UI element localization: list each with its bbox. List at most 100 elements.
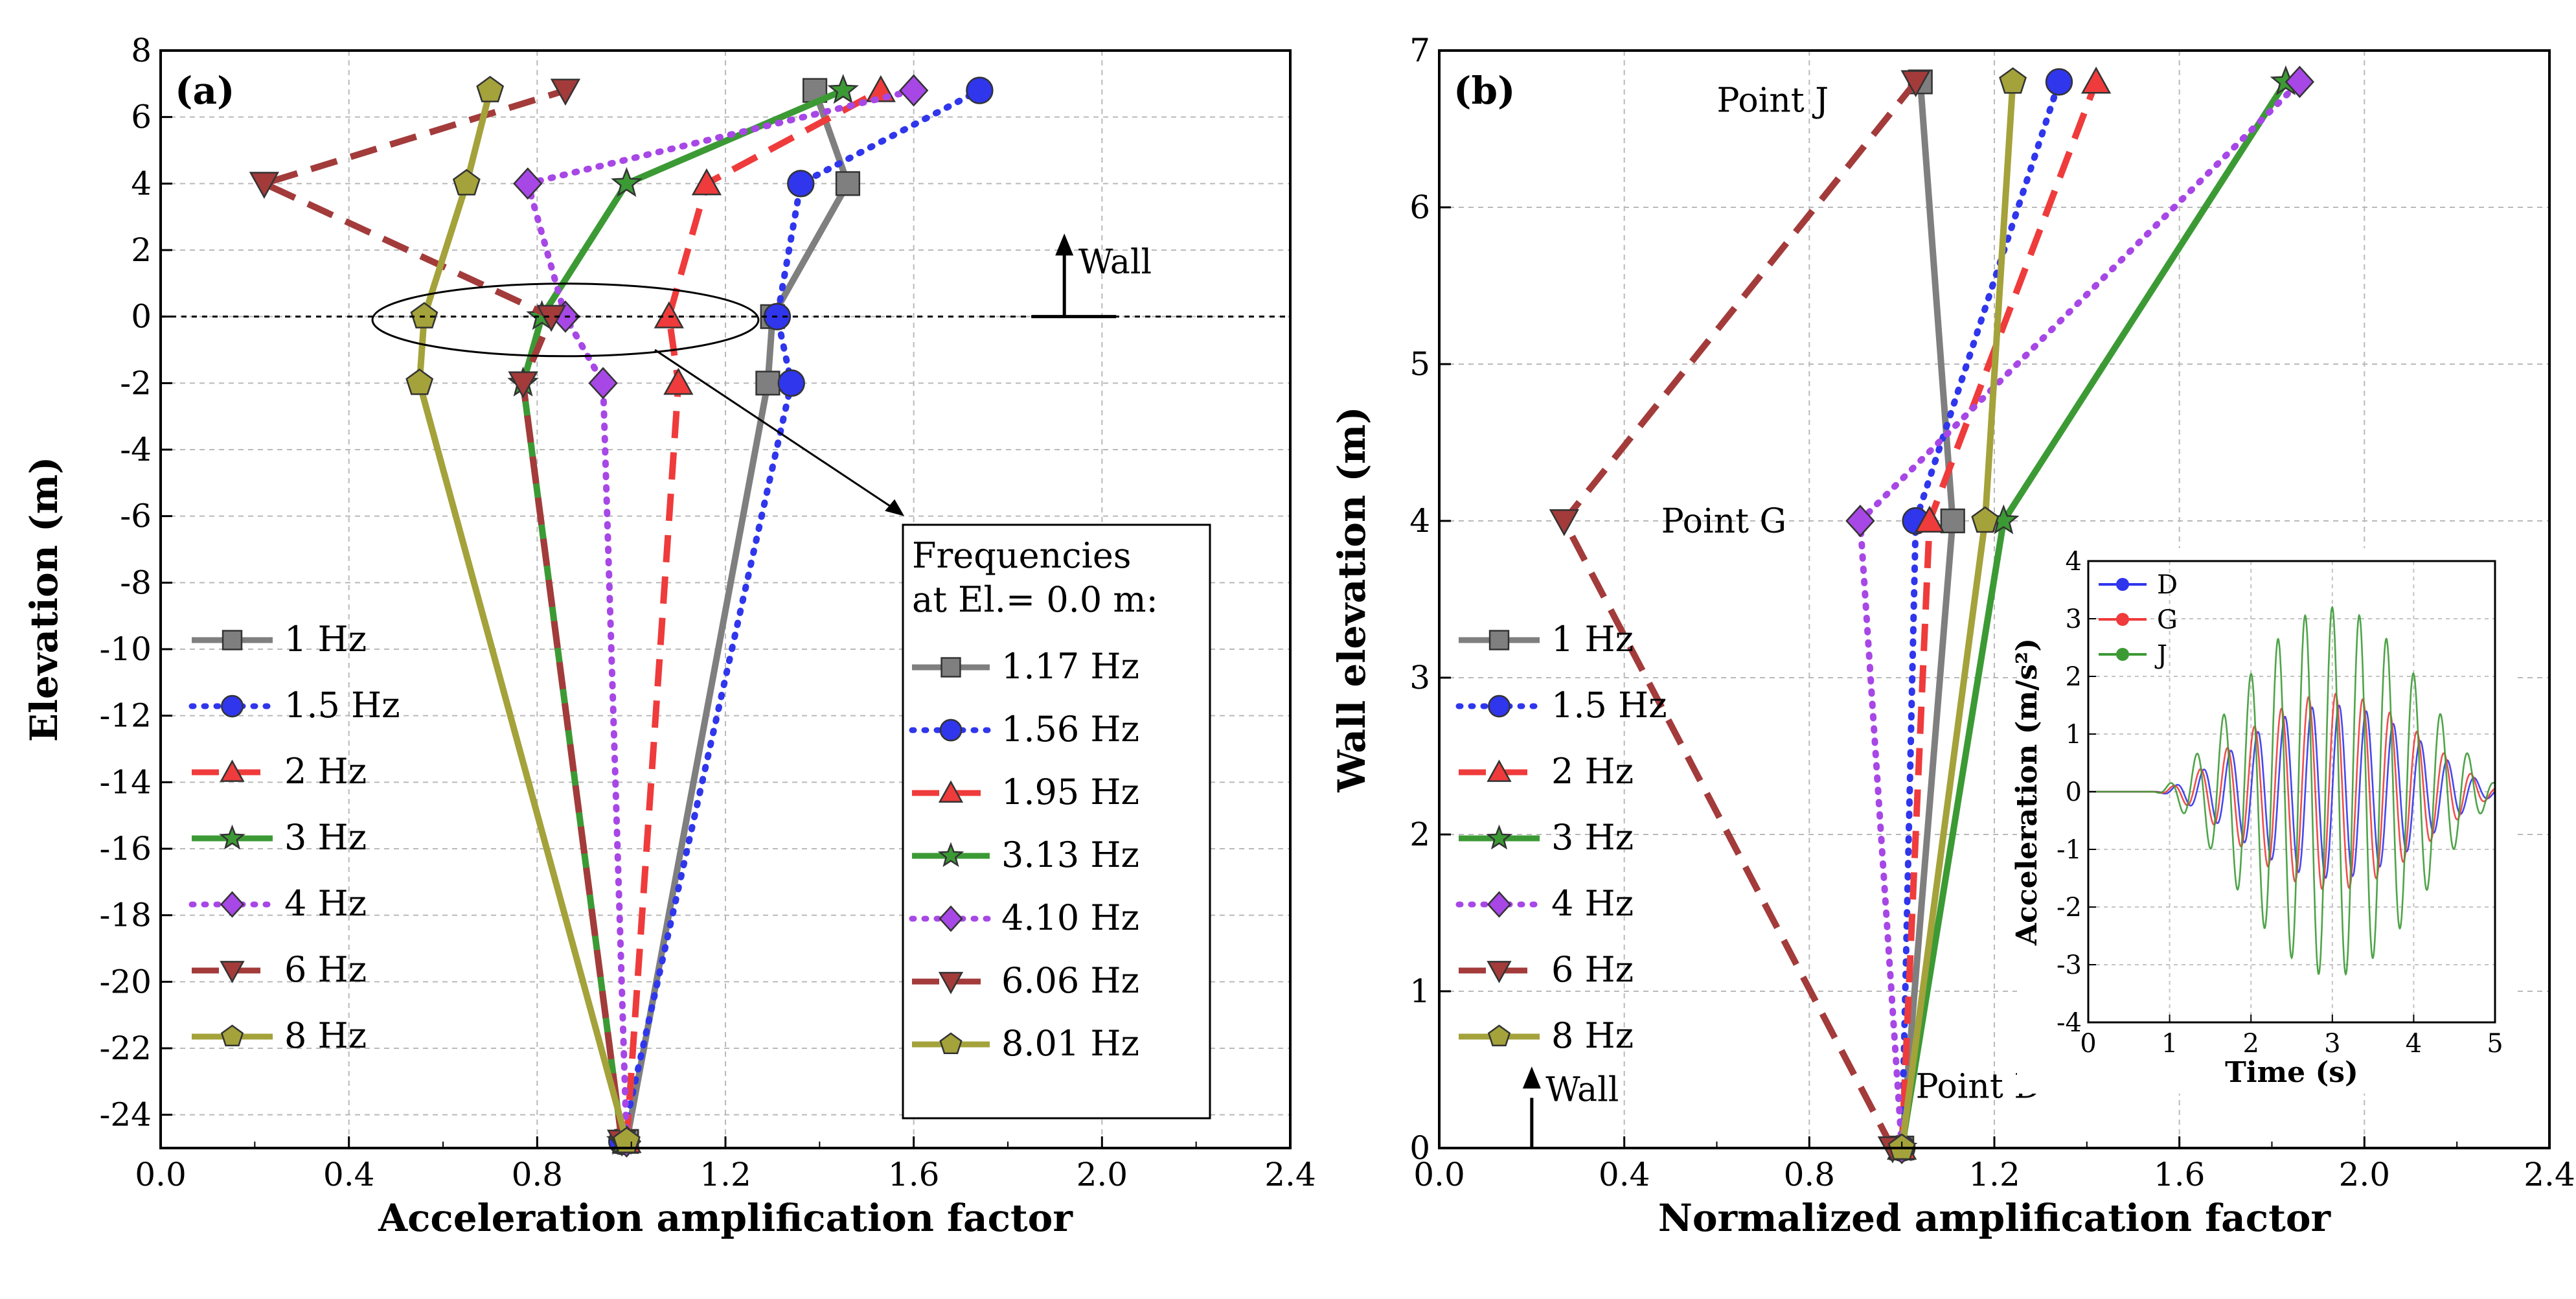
x-tick-label: 0.8 [512,1156,564,1193]
data-point-4-hz [2285,65,2315,98]
frequency-legend-item-3-13-hz-marker [937,842,964,868]
legend-item-1-5-hz-label: 1.5 Hz [1551,685,1667,726]
y-tick-label: 0 [1409,1129,1430,1167]
legend-item-4-hz-marker [1487,891,1512,918]
frequency-legend-item-1-17-hz-label: 1.17 Hz [1001,646,1139,687]
inset-x-tick-label: 2 [2242,1029,2259,1059]
x-tick-label: 1.6 [888,1156,940,1193]
pointer-arrowhead [885,499,905,516]
y-tick-label: 7 [1409,32,1430,69]
inset-legend-item-d: D [2099,570,2178,600]
inset-x-ticks: 0 1 2 3 4 5 [2080,1015,2503,1059]
point-j-label: Point J [1717,81,1829,120]
legend-item-4-hz: 4 Hz [188,883,367,924]
data-point-6-hz [1549,509,1579,536]
legend-item-1-hz: 1 Hz [192,619,367,660]
legend-item-2-hz-label: 2 Hz [284,751,367,792]
data-point-1-5-hz [2045,68,2073,96]
frequency-legend-item-3-13-hz-label: 3.13 Hz [1001,834,1139,875]
legend-item-6-hz: 6 Hz [192,949,367,990]
point-g-label: Point G [1661,502,1786,541]
inset-legend-item-j: J [2099,640,2167,670]
legend-item-2-hz-marker [220,759,245,782]
y-tick-label: -8 [120,564,152,601]
y-tick-label: -10 [99,630,152,668]
y-tick-label: -4 [120,431,152,468]
x-axis-title: Normalized amplification factor [1658,1196,2332,1240]
data-point-6-hz [249,172,279,199]
frequency-legend: Frequencies at El.= 0.0 m: 1.17 Hz 1.56 H… [902,523,1211,1120]
legend-item-3-hz: 3 Hz [192,817,367,858]
data-point-2-hz [654,301,684,328]
inset-legend: DGJ [2099,570,2178,670]
legend-item-1-hz-marker [1488,630,1510,650]
frequency-legend-item-3-13-hz: 3.13 Hz [912,834,1139,875]
highlight-ellipse [371,282,760,358]
x-tick-label: 0.8 [1784,1156,1836,1193]
inset-x-tick-label: 4 [2406,1029,2422,1059]
data-point-6-hz [1900,70,1931,97]
data-point-8-hz [1999,67,2027,94]
data-point-1-hz [835,171,861,196]
legend-item-6-hz-label: 6 Hz [1551,949,1634,990]
data-point-3-hz [611,167,643,197]
y-tick-label: 6 [1409,189,1430,226]
inset-y-tick-label: 2 [2066,662,2082,692]
inset-y-tick-label: 4 [2066,547,2082,577]
frequency-legend-item-4-10-hz-marker [939,905,963,932]
inset-y-tick-label: -3 [2057,950,2082,980]
y-ticks: 0 1 2 3 4 5 6 7 [1409,32,1451,1167]
legend-item-3-hz-marker [1486,824,1512,850]
legend-item-2-hz-label: 2 Hz [1551,751,1634,792]
inset-y-tick-label: 0 [2066,777,2082,807]
legend-item-2-hz: 2 Hz [1459,751,1634,792]
legend-item-3-hz-label: 3 Hz [1551,817,1634,858]
legend-item-1-5-hz-marker [1488,695,1510,718]
y-tick-label: -24 [99,1096,152,1134]
inset-y-tick-label: 3 [2066,604,2082,634]
inset-legend-marker [2116,613,2129,626]
data-point-1-5-hz [966,76,994,104]
legend: 1 Hz 1.5 Hz 2 Hz 3 Hz 4 Hz 6 Hz 8 Hz [188,619,400,1056]
legend-item-6-hz-label: 6 Hz [284,949,367,990]
data-point-8-hz [452,168,481,196]
inset-x-tick-label: 1 [2161,1029,2178,1059]
legend-item-6-hz: 6 Hz [1459,949,1634,990]
legend-item-1-hz-marker [222,630,243,650]
inset-x-tick-label: 0 [2080,1029,2096,1059]
frequency-legend-item-4-10-hz: 4.10 Hz [909,897,1139,938]
legend-item-8-hz: 8 Hz [192,1015,367,1056]
series-line-1-5-hz [619,87,983,1145]
inset-y-tick-label: -2 [2057,893,2082,923]
legend-item-3-hz-marker [219,824,245,850]
frequency-legend-item-1-56-hz-marker [939,718,963,742]
frequency-legend-box [902,523,1211,1120]
frequency-legend-item-6-06-hz-label: 6.06 Hz [1001,960,1139,1001]
data-point-6-hz [550,78,581,106]
data-point-1-hz [755,371,781,396]
frequency-legend-item-8-01-hz-marker [939,1032,963,1055]
y-tick-label: 0 [131,298,152,336]
data-point-1-5-hz [787,170,815,198]
data-point-1-hz [1940,508,1965,534]
inset-x-tick-label: 3 [2324,1029,2340,1059]
x-tick-label: 1.2 [1968,1156,2020,1193]
data-point-8-hz [476,76,505,102]
legend-item-4-hz: 4 Hz [1455,883,1634,924]
legend-item-8-hz: 8 Hz [1459,1015,1634,1056]
data-point-8-hz [612,1127,641,1153]
legend-item-1-5-hz-marker [221,695,244,718]
frequency-legend-item-8-01-hz-label: 8.01 Hz [1001,1023,1139,1064]
legend: 1 Hz 1.5 Hz 2 Hz 3 Hz 4 Hz 6 Hz 8 Hz [1455,619,1667,1056]
legend-item-4-hz-marker [220,891,245,918]
y-tick-label: 2 [1409,816,1430,853]
inset-y-axis-title: Acceleration (m/s²) [2011,638,2044,946]
x-tick-label: 2.0 [1077,1156,1128,1193]
legend-item-8-hz-label: 8 Hz [284,1015,367,1056]
frequency-legend-item-1-56-hz-label: 1.56 Hz [1001,709,1139,750]
annotations: Point J Point G Point D Wall [1522,81,2041,1148]
x-axis-title: Acceleration amplification factor [378,1196,1073,1240]
legend-item-1-hz: 1 Hz [1459,619,1634,660]
series-3-hz [507,74,859,1155]
legend-item-8-hz-label: 8 Hz [1551,1015,1634,1056]
